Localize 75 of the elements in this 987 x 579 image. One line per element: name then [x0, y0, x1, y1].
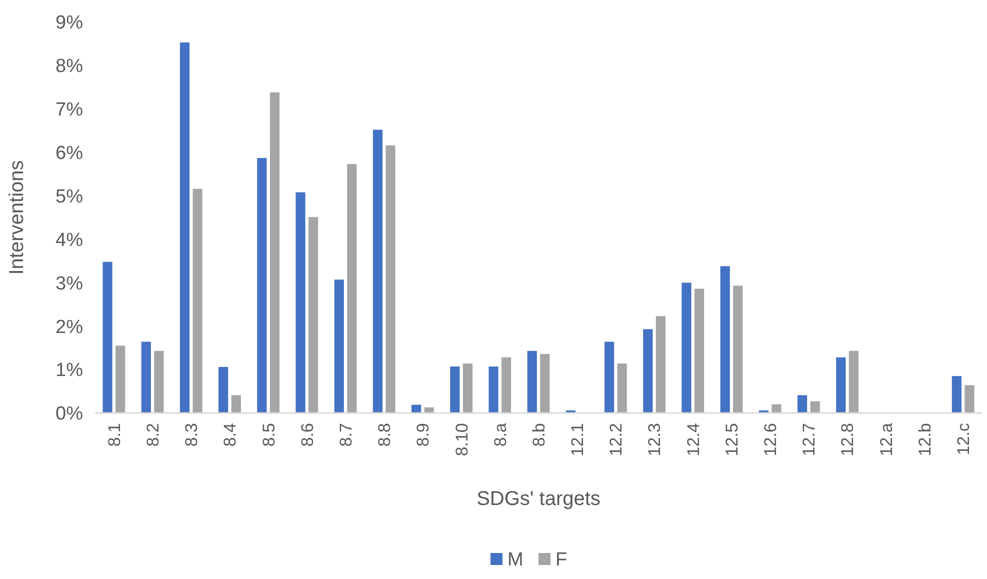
x-tick-label: 8.6 [298, 423, 317, 447]
bar [488, 366, 498, 413]
y-tick-label: 0% [56, 404, 84, 425]
x-axis-title: SDGs' targets [476, 488, 600, 510]
legend-label: M [508, 550, 524, 571]
bar [180, 42, 190, 413]
bar [604, 342, 614, 413]
x-tick-label: 12.a [876, 422, 896, 456]
bar [836, 357, 846, 413]
y-tick-label: 6% [56, 142, 84, 164]
y-tick-label: 8% [56, 56, 84, 78]
bar [450, 366, 460, 413]
x-tick-label: 8.7 [336, 423, 356, 447]
bar [643, 329, 653, 413]
bar [141, 342, 151, 413]
x-tick-label: 8.3 [182, 423, 202, 447]
bar [952, 376, 962, 413]
bar [798, 395, 808, 413]
bar [617, 363, 627, 413]
bar [540, 354, 550, 413]
x-tick-label: 8.9 [414, 423, 433, 447]
x-tick-label: 12.5 [722, 423, 742, 456]
x-tick-label: 8.5 [259, 423, 278, 447]
x-tick-label: 12.b [915, 423, 934, 456]
legend-label: F [556, 550, 568, 571]
bar [656, 316, 666, 413]
bar [116, 346, 126, 413]
y-tick-label: 7% [56, 100, 84, 121]
x-tick-label: 12.2 [606, 423, 626, 456]
x-tick-label: 8.1 [104, 423, 124, 447]
x-tick-label: 8.2 [143, 423, 162, 447]
y-tick-label: 2% [56, 316, 84, 338]
y-tick-label: 3% [56, 273, 84, 294]
bar [810, 401, 820, 413]
bar [502, 357, 512, 413]
bar [462, 363, 472, 413]
x-tick-label: 12.7 [800, 423, 819, 456]
bar [192, 188, 202, 413]
bar [372, 130, 383, 413]
x-tick-label: 12.3 [645, 423, 664, 456]
x-tick-label: 8.10 [452, 423, 472, 456]
x-tick-label: 8.a [490, 422, 510, 447]
y-tick-label: 1% [56, 360, 84, 382]
x-tick-label: 8.b [529, 423, 548, 447]
bar [772, 404, 782, 413]
bar [848, 350, 858, 413]
bar [412, 404, 422, 413]
bar [964, 385, 974, 413]
bar [682, 282, 692, 413]
bar [308, 217, 318, 413]
bar [218, 366, 228, 413]
y-tick-label: 9% [56, 12, 84, 34]
x-tick-label: 8.4 [220, 423, 240, 447]
x-tick-label: 12.1 [568, 423, 588, 456]
y-tick-label: 5% [56, 186, 84, 208]
bar [154, 350, 164, 413]
x-tick-label: 12.8 [838, 423, 858, 456]
bar [102, 262, 112, 413]
x-tick-label: 8.8 [375, 423, 394, 447]
x-tick-label: 12.6 [761, 423, 780, 456]
bar [334, 280, 344, 413]
x-tick-label: 12.4 [684, 423, 703, 456]
bar [527, 350, 537, 413]
bar [270, 92, 280, 413]
bar [231, 395, 241, 413]
bar [347, 164, 357, 413]
x-tick-label: 12.c [954, 422, 974, 456]
y-axis-title: Interventions [6, 160, 28, 275]
bar [386, 145, 396, 413]
bar [733, 286, 743, 413]
y-tick-label: 4% [56, 230, 84, 251]
bar [296, 192, 306, 413]
bar [257, 158, 267, 413]
bar [694, 288, 704, 413]
bar [720, 266, 730, 413]
